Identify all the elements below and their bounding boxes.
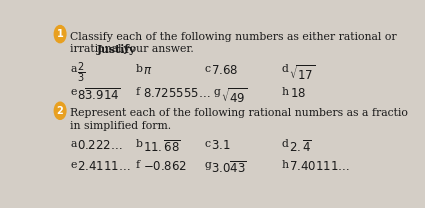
Text: f: f (136, 87, 140, 97)
Text: $\sqrt{17}$: $\sqrt{17}$ (289, 64, 315, 83)
Text: $11.\overline{68}$: $11.\overline{68}$ (143, 139, 181, 155)
Text: g: g (213, 87, 221, 97)
Text: f: f (136, 160, 140, 170)
Text: g: g (204, 160, 211, 170)
Text: $8.725555\ldots$: $8.725555\ldots$ (143, 87, 211, 100)
Circle shape (54, 26, 66, 43)
Text: h: h (282, 160, 289, 170)
Text: $3.0\overline{43}$: $3.0\overline{43}$ (211, 160, 247, 176)
Text: 1: 1 (57, 29, 63, 39)
Text: b: b (136, 139, 143, 149)
Text: $7.68$: $7.68$ (211, 64, 238, 77)
Text: d: d (282, 139, 289, 149)
Text: $-0.862$: $-0.862$ (143, 160, 187, 173)
Text: Justify: Justify (97, 45, 137, 55)
Text: $\frac{2}{3}$: $\frac{2}{3}$ (77, 60, 85, 85)
Text: $\sqrt{49}$: $\sqrt{49}$ (221, 87, 247, 105)
Text: Classify each of the following numbers as either rational or: Classify each of the following numbers a… (70, 32, 397, 42)
Text: in simplified form.: in simplified form. (70, 121, 171, 131)
Text: your answer.: your answer. (120, 45, 193, 54)
Text: h: h (282, 87, 289, 97)
Text: c: c (204, 64, 210, 74)
Text: a: a (70, 64, 76, 74)
Text: b: b (136, 64, 143, 74)
Text: Represent each of the following rational numbers as a fractio: Represent each of the following rational… (70, 109, 408, 119)
Circle shape (54, 102, 66, 119)
Text: 2: 2 (57, 106, 63, 116)
Text: $8\overline{3.914}$: $8\overline{3.914}$ (77, 87, 120, 103)
Text: c: c (204, 139, 210, 149)
Text: $2.\overline{4}$: $2.\overline{4}$ (289, 139, 312, 155)
Text: $3.1$: $3.1$ (211, 139, 231, 152)
Text: $18$: $18$ (289, 87, 306, 100)
Text: $0.222\ldots$: $0.222\ldots$ (77, 139, 122, 152)
Text: e: e (70, 87, 76, 97)
Text: $7.40111\ldots$: $7.40111\ldots$ (289, 160, 350, 173)
Text: $\pi$: $\pi$ (143, 64, 152, 77)
Text: irrational.: irrational. (70, 45, 128, 54)
Text: $2.4111\ldots$: $2.4111\ldots$ (77, 160, 130, 173)
Text: d: d (282, 64, 289, 74)
Text: e: e (70, 160, 76, 170)
Text: a: a (70, 139, 76, 149)
